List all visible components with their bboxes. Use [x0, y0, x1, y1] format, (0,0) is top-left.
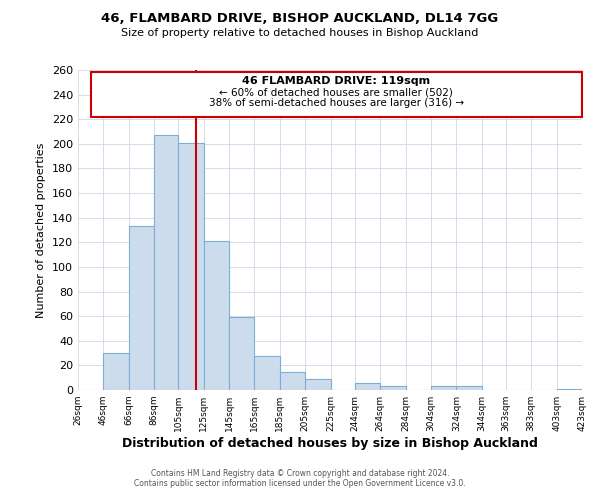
FancyBboxPatch shape	[91, 72, 582, 117]
Bar	[178, 142, 203, 390]
Text: Size of property relative to detached houses in Bishop Auckland: Size of property relative to detached ho…	[121, 28, 479, 38]
Text: 46 FLAMBARD DRIVE: 119sqm: 46 FLAMBARD DRIVE: 119sqm	[242, 76, 430, 86]
Text: Contains HM Land Registry data © Crown copyright and database right 2024.: Contains HM Land Registry data © Crown c…	[151, 468, 449, 477]
Bar	[254, 356, 280, 390]
Bar	[103, 353, 129, 390]
Bar	[557, 389, 582, 390]
Text: 46, FLAMBARD DRIVE, BISHOP AUCKLAND, DL14 7GG: 46, FLAMBARD DRIVE, BISHOP AUCKLAND, DL1…	[101, 12, 499, 26]
Bar	[203, 241, 229, 390]
Bar	[305, 379, 331, 390]
Text: Contains public sector information licensed under the Open Government Licence v3: Contains public sector information licen…	[134, 478, 466, 488]
Bar	[380, 386, 406, 390]
Bar	[457, 386, 482, 390]
X-axis label: Distribution of detached houses by size in Bishop Auckland: Distribution of detached houses by size …	[122, 437, 538, 450]
Y-axis label: Number of detached properties: Number of detached properties	[37, 142, 46, 318]
Text: ← 60% of detached houses are smaller (502): ← 60% of detached houses are smaller (50…	[220, 87, 453, 97]
Bar	[154, 135, 178, 390]
Text: 38% of semi-detached houses are larger (316) →: 38% of semi-detached houses are larger (…	[209, 98, 464, 108]
Bar	[431, 386, 457, 390]
Bar	[280, 372, 305, 390]
Bar	[229, 318, 254, 390]
Bar	[129, 226, 154, 390]
Bar	[355, 382, 380, 390]
